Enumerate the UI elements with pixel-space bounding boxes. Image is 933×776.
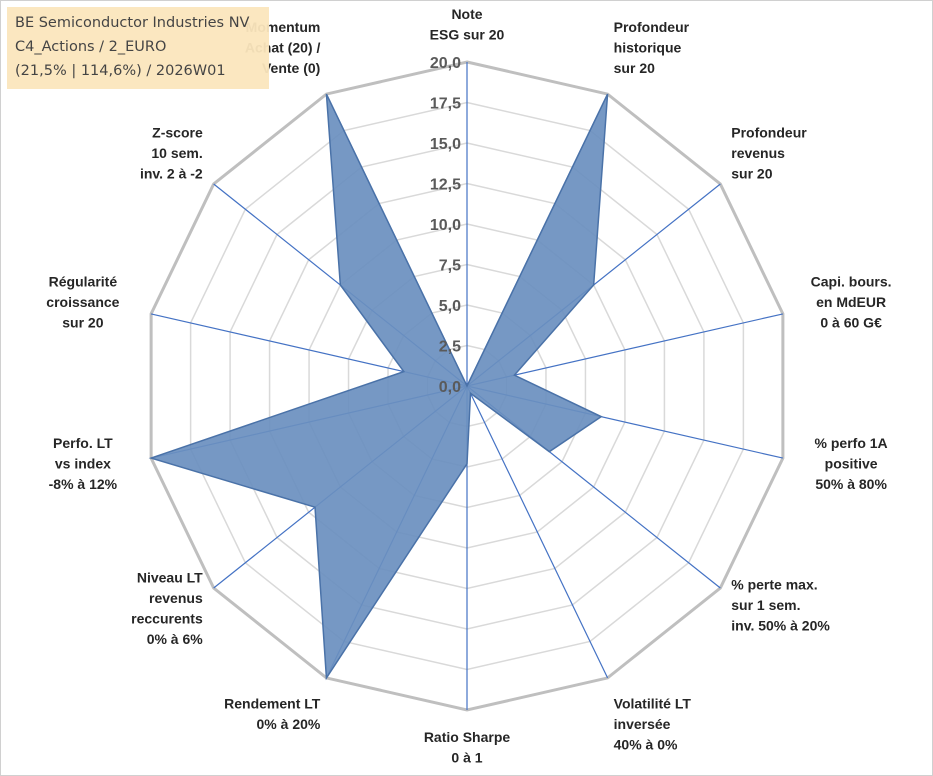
tick-label: 10,0	[430, 217, 461, 234]
axis-label: Régularité croissance sur 20	[46, 274, 119, 331]
axis-label: Rendement LT 0% à 20%	[224, 696, 321, 733]
radial-tick-labels: 0,0 2,5 5,0 7,5 10,0 12,5 15,0 17,5 20,0	[430, 55, 461, 396]
axis-spoke	[466, 313, 784, 387]
info-box: BE Semiconductor Industries NV C4_Action…	[7, 7, 269, 89]
radar-series-area	[148, 93, 609, 681]
category-line: C4_Actions / 2_EURO	[15, 39, 167, 55]
axis-label: Volatilité LT inversée 40% à 0%	[614, 696, 692, 753]
series-area	[148, 93, 609, 681]
tick-label: 2,5	[439, 339, 461, 356]
axis-spoke	[466, 385, 609, 679]
axis-label: Capi. bours. en MdEUR 0 à 60 G€	[811, 274, 892, 331]
tick-label: 15,0	[430, 136, 461, 153]
axis-label: Perfo. LT vs index -8% à 12%	[49, 435, 118, 492]
axis-labels: Note ESG sur 20 Profondeur historique sur 20…	[46, 6, 891, 766]
axis-label: Profondeur historique sur 20	[614, 19, 690, 76]
axis-label: Profondeur revenus sur 20	[731, 124, 807, 181]
company-name: BE Semiconductor Industries NV	[15, 15, 250, 31]
tick-label: 7,5	[439, 258, 461, 275]
tick-label: 12,5	[430, 177, 461, 194]
tick-label: 20,0	[430, 55, 461, 72]
axis-label: Niveau LT revenus reccurents 0% à 6%	[131, 570, 203, 648]
axis-label: % perfo 1A positive 50% à 80%	[815, 435, 888, 492]
axis-label: % perte max. sur 1 sem. inv. 50% à 20%	[731, 577, 830, 634]
tick-label: 5,0	[439, 298, 461, 315]
tick-label: 17,5	[430, 96, 461, 113]
axis-label: Note ESG sur 20	[430, 6, 505, 43]
tick-label: 0,0	[439, 379, 461, 396]
stats-line: (21,5% | 114,6%) / 2026W01	[15, 63, 226, 79]
axis-label: Ratio Sharpe 0 à 1	[424, 729, 511, 766]
axis-label: Z-score 10 sem. inv. 2 à -2	[140, 124, 203, 181]
